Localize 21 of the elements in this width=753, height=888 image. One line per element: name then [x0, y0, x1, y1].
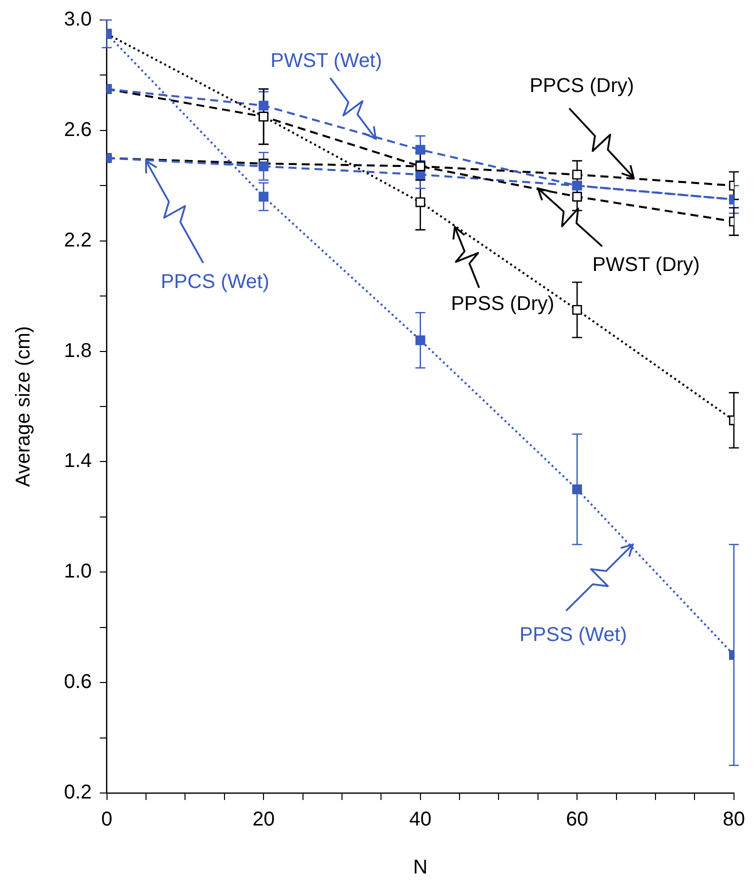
x-tick-label: 0 [101, 808, 112, 831]
x-tick-label: 40 [409, 808, 432, 831]
y-tick-label: 1.0 [64, 560, 92, 583]
y-tick-label: 1.8 [64, 340, 92, 362]
x-tick-label: 80 [722, 808, 745, 831]
series-label: PWST (Dry) [592, 254, 700, 276]
series-label: PWST (Wet) [270, 50, 382, 72]
y-tick-label: 1.4 [64, 450, 92, 472]
series-label: PPSS (Dry) [450, 292, 554, 315]
x-axis-title: N [413, 856, 428, 879]
y-tick-label: 2.6 [64, 118, 92, 141]
text: PPCS (Dry) [530, 74, 634, 97]
y-axis-title: Average size (cm) [12, 326, 35, 487]
text: PPCS (Wet) [160, 270, 270, 293]
y-tick-label: 3.0 [64, 8, 92, 31]
y-tick-label: 0.6 [64, 671, 92, 694]
x-tick-label: 20 [252, 808, 275, 831]
y-tick-label: 2.2 [64, 229, 92, 252]
x-tick-label: 60 [566, 808, 588, 831]
text: PPSS (Wet) [519, 624, 627, 646]
text: 0.2 [64, 782, 92, 804]
